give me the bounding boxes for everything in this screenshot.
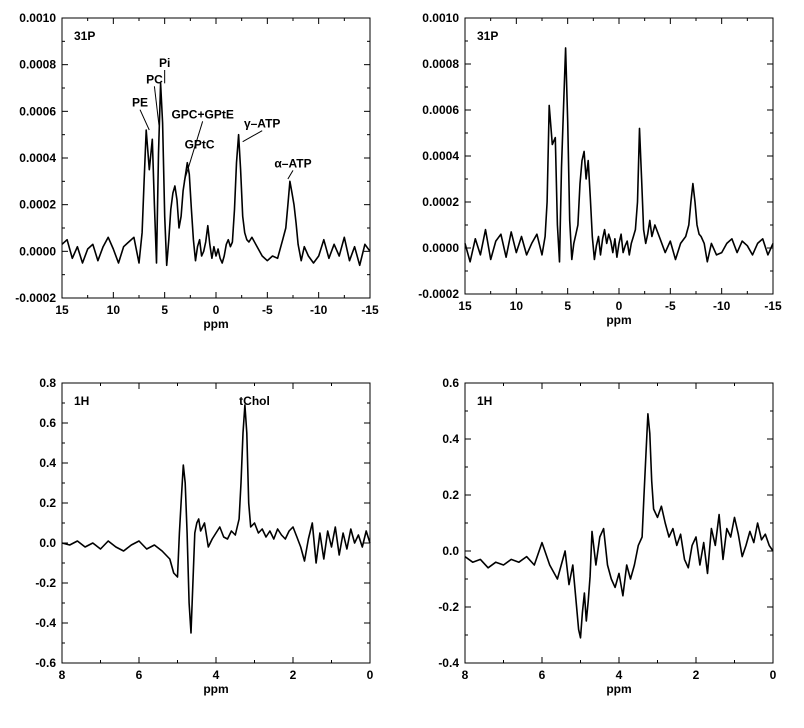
x-tick-label: 5 [564, 299, 571, 313]
x-tick-label: 4 [213, 668, 220, 682]
y-tick-label: 0.0004 [422, 149, 459, 163]
series-line-0 [464, 412, 774, 639]
panel-label: 1H [74, 394, 89, 408]
x-tick-label: 6 [136, 668, 143, 682]
x-tick-label: -15 [764, 299, 782, 313]
y-tick-label: -0.2 [438, 600, 459, 614]
y-tick-label: -0.6 [35, 656, 56, 670]
plot-frame [61, 382, 371, 664]
y-tick-label: 0.0010 [422, 11, 459, 25]
x-tick-label: 10 [107, 303, 121, 317]
x-axis-label: ppm [203, 682, 228, 696]
y-tick-label: 0.0000 [422, 241, 459, 255]
x-tick-label: 0 [367, 668, 374, 682]
x-tick-label: 0 [770, 668, 777, 682]
annotation-pointer [242, 130, 263, 143]
annotation-label: GPC+GPtE [171, 107, 233, 121]
x-tick-label: 15 [458, 299, 472, 313]
annotation-pointer [139, 109, 150, 131]
y-tick-label: -0.4 [438, 656, 459, 670]
x-tick-label: 0 [616, 299, 623, 313]
annotation-pointer [287, 170, 294, 180]
x-tick-label: -5 [665, 299, 676, 313]
annotation-label: GPtC [185, 138, 215, 152]
y-tick-label: 0.6 [442, 376, 459, 390]
annotation-pointer [183, 121, 204, 182]
x-tick-label: -15 [361, 303, 379, 317]
y-tick-label: 0.4 [39, 456, 56, 470]
x-tick-label: 0 [213, 303, 220, 317]
x-tick-label: 6 [539, 668, 546, 682]
x-tick-label: 10 [510, 299, 524, 313]
x-tick-label: 8 [59, 668, 66, 682]
annotation-label: γ–ATP [244, 117, 280, 131]
panel-label: 1H [477, 394, 492, 408]
y-tick-label: 0.8 [39, 376, 56, 390]
y-tick-label: 0.0000 [19, 244, 56, 258]
y-tick-label: 0.2 [442, 488, 459, 502]
annotation-label: Pi [159, 56, 170, 70]
annotation-label: PC [146, 72, 163, 86]
y-tick-label: -0.0002 [15, 291, 56, 305]
y-tick-label: 0.0002 [422, 195, 459, 209]
x-tick-label: 4 [616, 668, 623, 682]
x-tick-label: -5 [262, 303, 273, 317]
panel-label: 31P [74, 29, 95, 43]
annotation-label: PE [132, 96, 148, 110]
series-line-0 [464, 47, 774, 263]
y-tick-label: 0.0002 [19, 198, 56, 212]
chart-panel-p31_right: 15 10 5 0 -5 -10 -15 -0.0002 0.0000 0.0002 0.0004 0… [418, 11, 782, 327]
x-tick-label: 5 [161, 303, 168, 317]
y-tick-label: -0.4 [35, 616, 56, 630]
chart-panel-h1_left: 8 6 4 2 0 -0.6 -0.4 -0.2 0.0 0.2 0.4 0.6 0.8 ppm 1H tCh… [35, 376, 373, 696]
y-tick-label: 0.0 [442, 544, 459, 558]
y-tick-label: 0.0006 [19, 104, 56, 118]
x-axis-label: ppm [203, 317, 228, 331]
plot-frame [464, 17, 774, 295]
y-tick-label: 0.0008 [19, 58, 56, 72]
annotation-pointer [153, 86, 161, 131]
plot-frame [464, 382, 774, 664]
annotation-label: tChol [239, 394, 270, 408]
y-tick-label: -0.2 [35, 576, 56, 590]
y-tick-label: 0.0004 [19, 151, 56, 165]
series-line-0 [61, 404, 371, 634]
x-axis-label: ppm [606, 682, 631, 696]
x-tick-label: -10 [713, 299, 731, 313]
y-tick-label: 0.4 [442, 432, 459, 446]
y-tick-label: 0.0008 [422, 57, 459, 71]
y-tick-label: 0.0 [39, 536, 56, 550]
y-tick-label: 0.2 [39, 496, 56, 510]
x-tick-label: 8 [462, 668, 469, 682]
y-tick-label: 0.6 [39, 416, 56, 430]
chart-panel-p31_left: 15 10 5 0 -5 -10 -15 -0.0002 0.0000 0.0002 0.0004 0… [15, 11, 379, 331]
chart-panel-h1_right: 8 6 4 2 0 -0.4 -0.2 0.0 0.2 0.4 0.6 ppm 1H [438, 376, 776, 696]
panel-label: 31P [477, 29, 498, 43]
series-line-0 [61, 82, 371, 267]
x-tick-label: 2 [290, 668, 297, 682]
x-tick-label: 15 [55, 303, 69, 317]
x-axis-label: ppm [606, 313, 631, 327]
annotation-label: α–ATP [274, 156, 311, 170]
y-tick-label: 0.0006 [422, 103, 459, 117]
x-tick-label: 2 [693, 668, 700, 682]
y-tick-label: -0.0002 [418, 287, 459, 301]
x-tick-label: -10 [310, 303, 328, 317]
y-tick-label: 0.0010 [19, 11, 56, 25]
